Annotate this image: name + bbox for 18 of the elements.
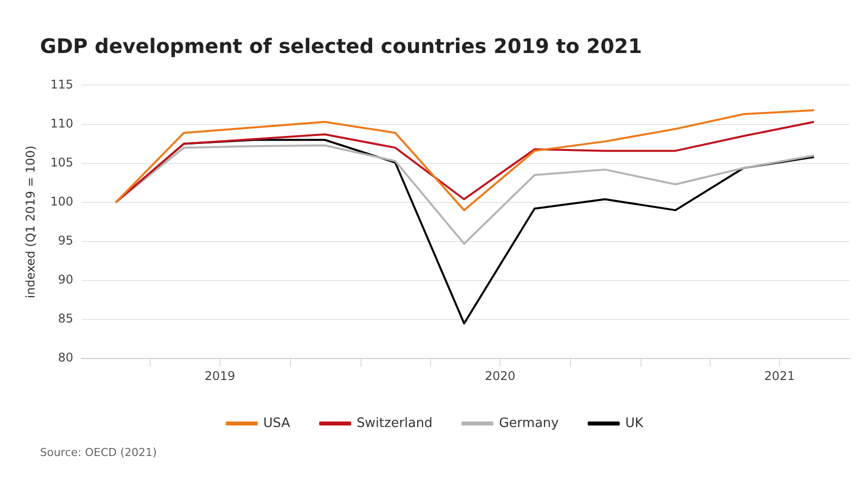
legend-label: Switzerland bbox=[356, 416, 432, 431]
y-tick-label: 105 bbox=[50, 155, 74, 170]
x-tick-label: 2020 bbox=[484, 368, 516, 383]
y-tick-label: 115 bbox=[50, 77, 74, 92]
y-tick-label: 110 bbox=[50, 116, 74, 130]
chart-title: GDP development of selected countries 2019 to 2021 bbox=[40, 34, 642, 58]
x-tick-label: 2021 bbox=[764, 368, 795, 383]
legend-label: Germany bbox=[498, 416, 560, 431]
y-tick-label: 95 bbox=[58, 234, 74, 248]
y-tick-label: 80 bbox=[58, 350, 74, 365]
y-tick-label: 85 bbox=[58, 312, 74, 326]
y-tick-label: 100 bbox=[50, 194, 74, 208]
legend-label: UK bbox=[625, 416, 644, 431]
source-note: Source: OECD (2021) bbox=[40, 446, 157, 459]
y-tick-label: 90 bbox=[58, 272, 74, 287]
legend-label: USA bbox=[263, 416, 290, 431]
y-axis-title: indexed (Q1 2019 = 100) bbox=[23, 146, 38, 298]
x-tick-label: 2019 bbox=[204, 368, 236, 383]
